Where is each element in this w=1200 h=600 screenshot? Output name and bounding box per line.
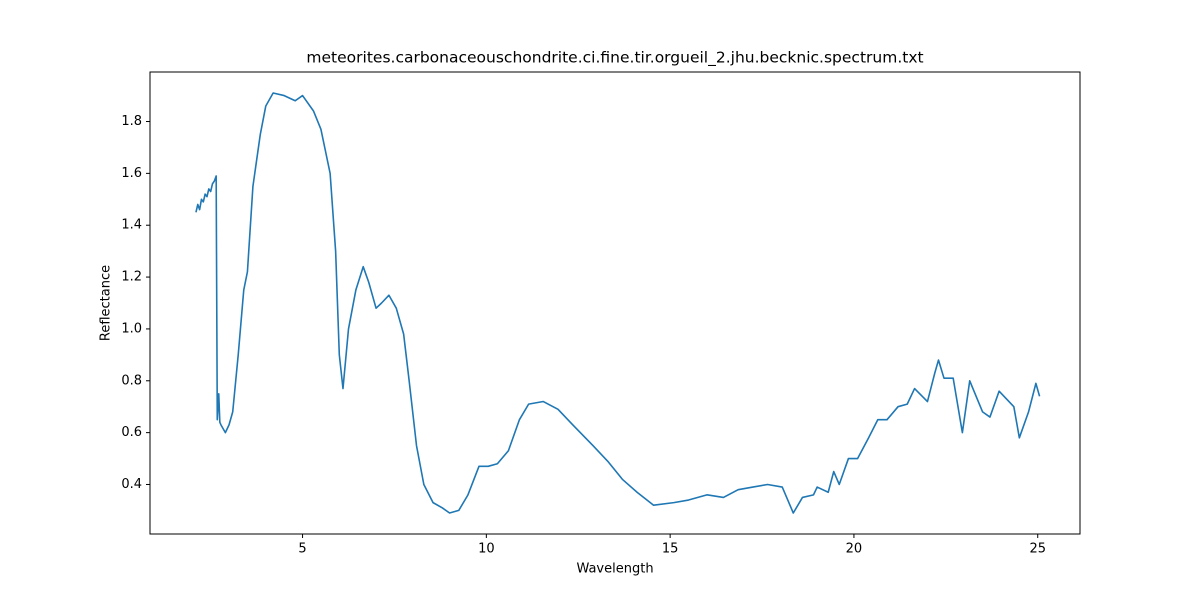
x-tick-label: 5 bbox=[298, 542, 306, 557]
y-tick-label: 1.4 bbox=[121, 218, 142, 233]
y-tick-label: 0.6 bbox=[121, 425, 142, 440]
plot-frame bbox=[149, 71, 1081, 535]
y-tick-label: 1.2 bbox=[121, 270, 142, 285]
x-axis-label: Wavelength bbox=[576, 562, 653, 577]
y-tick-label: 0.8 bbox=[121, 373, 142, 388]
x-tick-label: 25 bbox=[1029, 542, 1046, 557]
y-axis-label: Reflectance bbox=[99, 265, 114, 341]
x-tick-label: 20 bbox=[846, 542, 863, 557]
x-tick-label: 10 bbox=[478, 542, 495, 557]
spectrum-line bbox=[195, 92, 1041, 514]
chart-title: meteorites.carbonaceouschondrite.ci.fine… bbox=[306, 49, 923, 68]
y-tick-label: 1.8 bbox=[121, 114, 142, 129]
x-tick-label: 15 bbox=[662, 542, 679, 557]
y-tick-label: 0.4 bbox=[121, 477, 142, 492]
y-tick-label: 1.6 bbox=[121, 166, 142, 181]
y-tick-label: 1.0 bbox=[121, 321, 142, 336]
